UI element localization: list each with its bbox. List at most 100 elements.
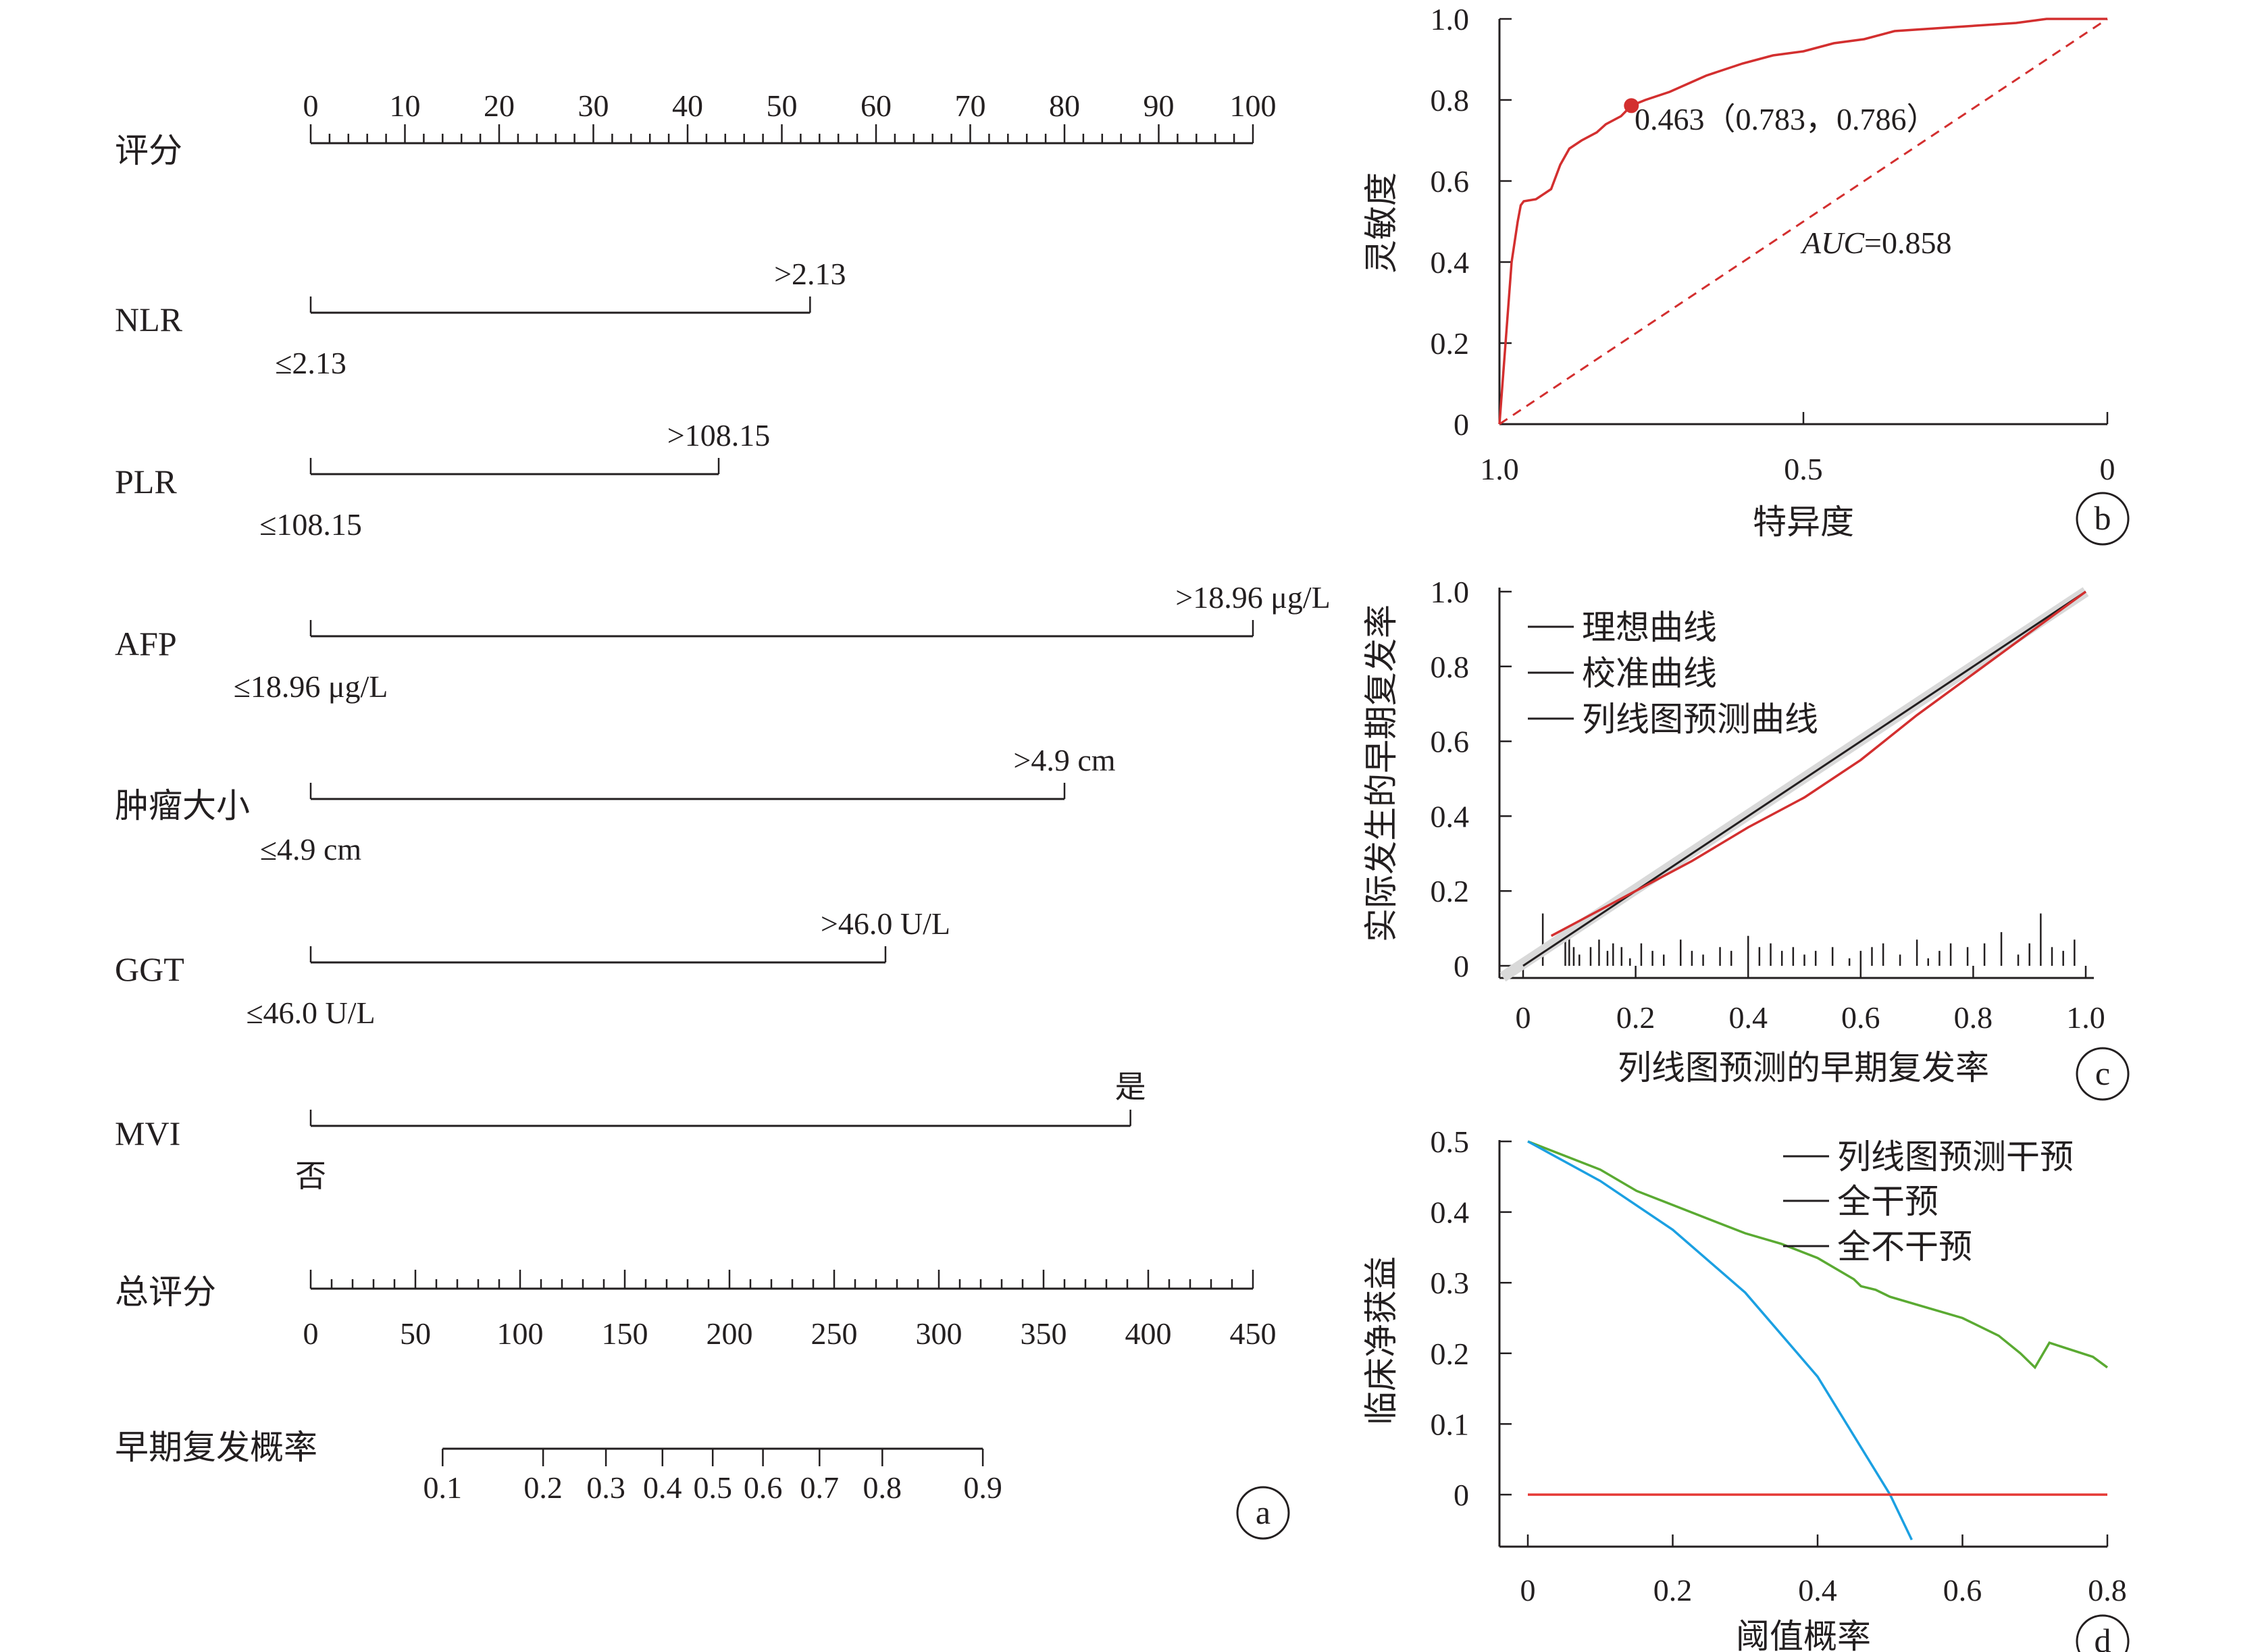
points-row-label: 评分 — [115, 132, 182, 170]
decision-curve-panel: 0 0.1 0.2 0.3 0.4 0.5 0 0.2 0.4 0.6 0.8 阈值概率 临床净获益 列线… — [1362, 1125, 2130, 1652]
total-points-tick-label: 50 — [400, 1316, 431, 1351]
panel-label-b: b — [2095, 499, 2111, 537]
points-tick-label: 80 — [1049, 88, 1080, 123]
y-axis-label: 实际发生的早期复发率 — [1362, 604, 1400, 942]
legend-label: 校准曲线 — [1582, 654, 1717, 692]
variable-low-label: ≤2.13 — [275, 346, 346, 380]
calibration-line — [1522, 590, 2086, 967]
y-tick-label: 0.5 — [1431, 1125, 1470, 1159]
probability-tick-label: 0.8 — [863, 1470, 902, 1505]
y-axis-label: 临床净获益 — [1362, 1256, 1400, 1425]
total-points-label: 总评分 — [115, 1273, 216, 1311]
legend-label: 全干预 — [1837, 1183, 1938, 1220]
y-tick-label: 0.4 — [1431, 245, 1470, 280]
y-tick-label: 0.1 — [1431, 1407, 1470, 1441]
total-points-tick-label: 300 — [916, 1316, 962, 1351]
y-tick-label: 1.0 — [1431, 2, 1470, 36]
y-tick-label: 0.8 — [1431, 83, 1470, 118]
points-tick-label: 70 — [955, 88, 986, 123]
total-points-tick-label: 350 — [1021, 1316, 1067, 1351]
panel-label-c: c — [2095, 1054, 2110, 1092]
variable-low-label: ≤18.96 μg/L — [234, 669, 388, 704]
panel-label-a-ring — [1236, 1486, 1290, 1540]
variable-low-label: ≤108.15 — [259, 507, 362, 542]
reference-diagonal — [1499, 18, 2108, 425]
calibration-panel: 0 0 0.2 0.2 0.4 0.4 0.6 0.6 0.8 0.8 1.0 1.0 列线图预测的早期… — [1362, 575, 2130, 1101]
legend-label: 列线图预测曲线 — [1582, 700, 1818, 738]
variable-high-label: >108.15 — [667, 418, 770, 453]
points-tick-label: 40 — [672, 88, 703, 123]
x-tick-label: 0 — [1520, 1573, 1536, 1607]
points-tick-label: 20 — [484, 88, 515, 123]
y-axis-label: 灵敏度 — [1362, 172, 1400, 274]
total-points-tick-label: 0 — [303, 1316, 319, 1351]
y-tick-label: 1.0 — [1431, 575, 1470, 609]
variable-name: 肿瘤大小 — [115, 787, 250, 825]
x-axis-label: 特异度 — [1753, 503, 1854, 541]
variable-name: PLR — [115, 463, 177, 500]
total-points-tick-label: 450 — [1230, 1316, 1277, 1351]
y-tick-label: 0.4 — [1431, 1195, 1470, 1230]
points-tick-label: 10 — [390, 88, 421, 123]
x-axis-label: 列线图预测的早期复发率 — [1618, 1049, 1989, 1087]
nomogram-panel: 评分 0 10 20 30 40 50 60 70 80 90 100 NLR ≤2.13 >2.13 PLR… — [115, 88, 1331, 1540]
y-tick-label: 0.8 — [1431, 650, 1470, 684]
probability-tick-label: 0.7 — [800, 1470, 840, 1505]
cutoff-point — [1624, 98, 1639, 113]
y-tick-label: 0.2 — [1431, 874, 1470, 908]
points-tick-label: 90 — [1144, 88, 1175, 123]
probability-tick-label: 0.4 — [643, 1470, 682, 1505]
variable-name: NLR — [115, 301, 183, 338]
points-tick-label: 30 — [578, 88, 609, 123]
panel-label-b-ring — [2076, 492, 2130, 546]
total-points-tick-label: 200 — [707, 1316, 753, 1351]
x-tick-label: 0.8 — [2088, 1573, 2127, 1607]
y-tick-label: 0.6 — [1431, 725, 1470, 759]
total-points-tick-label: 150 — [602, 1316, 648, 1351]
x-tick-label: 0 — [1516, 1000, 1531, 1035]
probability-tick-label: 0.5 — [693, 1470, 732, 1505]
variable-low-label: ≤4.9 cm — [260, 832, 362, 867]
y-tick-label: 0 — [1454, 407, 1469, 442]
auc-label-italic: AUC — [1800, 226, 1865, 260]
variable-high-label: >2.13 — [774, 257, 846, 291]
probability-tick-label: 0.2 — [523, 1470, 563, 1505]
y-tick-label: 0.4 — [1431, 799, 1470, 833]
cutoff-label: 0.463（0.783，0.786） — [1635, 102, 1938, 136]
x-tick-label: 0.2 — [1616, 1000, 1655, 1035]
total-points-tick-label: 250 — [811, 1316, 858, 1351]
total-points-tick-label: 400 — [1125, 1316, 1172, 1351]
total-points-tick-label: 100 — [497, 1316, 544, 1351]
x-tick-label: 0.6 — [1943, 1573, 1982, 1607]
x-tick-label: 1.0 — [1480, 452, 1519, 486]
points-tick-label: 100 — [1230, 88, 1277, 123]
variable-name: GGT — [115, 950, 184, 988]
auc-label: AUC=0.858 — [1800, 226, 1951, 260]
roc-panel: 0 0.2 0.4 0.6 0.8 1.0 1.0 0.5 0 特异度 灵敏度 0.463（0.783… — [1362, 2, 2130, 546]
x-tick-label: 0.4 — [1798, 1573, 1837, 1607]
x-axis-label: 阈值概率 — [1736, 1618, 1871, 1652]
legend-label: 列线图预测干预 — [1837, 1138, 2074, 1176]
variable-name: MVI — [115, 1114, 180, 1152]
x-tick-label: 0.5 — [1784, 452, 1823, 486]
probability-row-label: 早期复发概率 — [115, 1428, 317, 1466]
panel-label-a: a — [1256, 1493, 1270, 1531]
points-tick-label: 50 — [767, 88, 798, 123]
panel-label-d: d — [2095, 1622, 2111, 1652]
y-tick-label: 0 — [1454, 949, 1469, 983]
model-intervention-curve — [1527, 1140, 2109, 1370]
probability-tick-label: 0.3 — [586, 1470, 625, 1505]
x-tick-label: 0.4 — [1728, 1000, 1768, 1035]
variable-high-label: >4.9 cm — [1013, 743, 1115, 777]
x-tick-label: 1.0 — [2066, 1000, 2105, 1035]
panel-label-c-ring — [2076, 1047, 2130, 1101]
legend-label: 理想曲线 — [1582, 609, 1717, 646]
variable-name: AFP — [115, 625, 177, 663]
variable-low-label: ≤46.0 U/L — [246, 996, 375, 1030]
auc-label-value: =0.858 — [1864, 226, 1951, 260]
variable-low-label: 否 — [295, 1159, 326, 1193]
points-tick-label: 60 — [861, 88, 892, 123]
probability-tick-label: 0.9 — [963, 1470, 1002, 1505]
legend-label: 全不干预 — [1837, 1228, 1972, 1266]
